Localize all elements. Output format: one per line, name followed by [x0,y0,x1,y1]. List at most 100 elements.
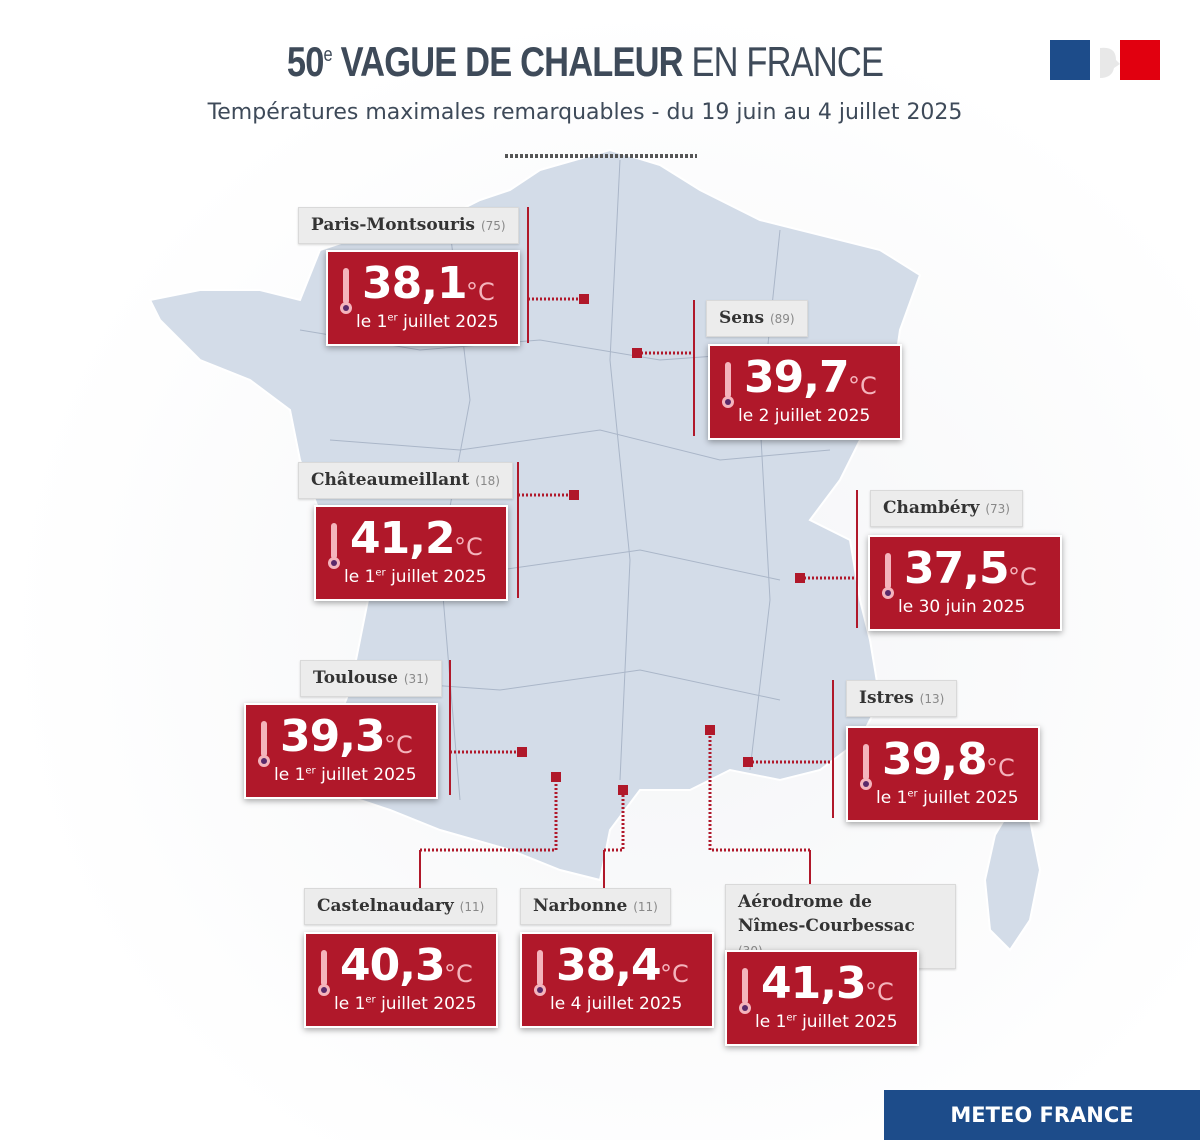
station-code: (31) [403,672,429,686]
station-name: Narbonne [533,896,628,916]
date-part: juillet 2025 [397,312,499,332]
thermometer-icon [340,268,352,314]
station-dot [579,294,589,304]
value-box: 39,7 °C le 2 juillet 2025 [708,344,902,440]
value-box: 38,1 °C le 1er juillet 2025 [326,250,520,346]
station-dot [551,772,561,782]
station-label: Châteaumeillant (18) [298,462,513,499]
thermometer-icon [860,744,872,790]
temperature-value: 41,2 [350,513,456,564]
temperature-value: 39,7 [744,352,850,403]
date-part: er [365,994,376,1006]
value-box: 41,2 °C le 1er juillet 2025 [314,505,508,601]
connector [420,777,558,852]
date-part: er [387,312,398,324]
station-code: (73) [985,502,1010,516]
date: le 2 juillet 2025 [738,406,870,426]
thermometer-icon [328,523,340,569]
date-part: juillet 2025 [315,765,417,785]
value-box: 40,3 °C le 1er juillet 2025 [304,932,498,1028]
thermometer-icon [739,968,751,1014]
footer: METEO FRANCE [884,1090,1200,1140]
thermometer-icon [882,553,894,599]
date-part: le 1 [755,1012,787,1032]
station-code: (11) [633,900,658,914]
station-name: Aérodrome de Nîmes-Courbessac [738,892,915,936]
station-code: (18) [475,474,500,488]
station-dot [569,490,579,500]
station-name: Chambéry [883,498,980,518]
station-label: Sens (89) [706,300,808,337]
temperature-unit: °C [865,978,894,1006]
date-part: le 4 juillet 2025 [550,994,683,1014]
temperature-value: 40,3 [340,940,446,991]
thermometer-icon [534,950,546,996]
station-label: Istres (13) [846,680,958,717]
date-part: er [375,567,386,579]
station-dot [705,725,715,735]
date-part: juillet 2025 [375,994,477,1014]
date-part: le 2 juillet 2025 [738,406,871,426]
value-box: 38,4 °C le 4 juillet 2025 [520,932,714,1028]
station-dot [795,573,805,583]
date: le 1er juillet 2025 [876,788,1019,808]
station-name: Paris-Montsouris [311,215,476,235]
temperature-value: 38,4 [556,940,662,991]
temperature-value: 38,1 [362,258,468,309]
date-part: le 1 [274,765,306,785]
station-code: (11) [459,900,485,914]
value-box: 39,8 °C le 1er juillet 2025 [846,726,1040,822]
logo [1050,40,1160,80]
connector [708,730,810,852]
thermometer-icon [258,721,270,767]
date: le 1er juillet 2025 [334,994,477,1014]
value-box: 41,3 °C le 1er juillet 2025 [725,950,919,1046]
title-sup: e [323,44,333,66]
station-name: Istres [859,688,914,708]
date: le 30 juin 2025 [898,597,1025,617]
station-name: Toulouse [313,668,398,688]
date: le 1er juillet 2025 [356,312,499,332]
temperature-unit: °C [454,533,483,561]
date-part: er [907,788,918,800]
title: 50e VAGUE DE CHALEUR EN FRANCE [105,38,1064,86]
station-label: Narbonne (11) [520,888,671,925]
temperature-unit: °C [466,278,495,306]
station-label: Chambéry (73) [870,490,1023,527]
date: le 1er juillet 2025 [274,765,417,785]
temperature-value: 39,8 [882,734,988,785]
subtitle: Températures maximales remarquables - du… [207,100,963,125]
date-part: le 1 [344,567,376,587]
station-label: Toulouse (31) [300,660,442,697]
temperature-unit: °C [1008,563,1037,591]
temperature-unit: °C [444,960,473,988]
station-name: Châteaumeillant [311,470,470,490]
date-part: le 30 juin 2025 [898,597,1026,617]
thermometer-icon [318,950,330,996]
station-code: (13) [919,692,945,706]
date-part: le 1 [876,788,908,808]
station-dot [632,348,642,358]
value-box: 37,5 °C le 30 juin 2025 [868,535,1062,631]
corsica-shape [983,808,1042,952]
station-code: (75) [480,219,506,233]
date-part: le 1 [356,312,388,332]
station-name: Castelnaudary [317,896,454,916]
temperature-unit: °C [660,960,689,988]
station-dot [618,785,628,795]
title-bold: VAGUE DE CHALEUR [340,38,684,85]
temperature-value: 41,3 [761,958,867,1009]
date: le 1er juillet 2025 [344,567,487,587]
title-number: 50 [286,38,324,85]
temperature-unit: °C [384,731,413,759]
temperature-unit: °C [986,754,1015,782]
station-name: Sens [719,308,765,328]
title-light: EN FRANCE [691,38,884,85]
station-code: (89) [769,312,795,326]
temperature-unit: °C [848,372,877,400]
date-part: er [786,1012,797,1024]
temperature-value: 39,3 [280,711,386,762]
thermometer-icon [722,362,734,408]
date: le 4 juillet 2025 [550,994,682,1014]
